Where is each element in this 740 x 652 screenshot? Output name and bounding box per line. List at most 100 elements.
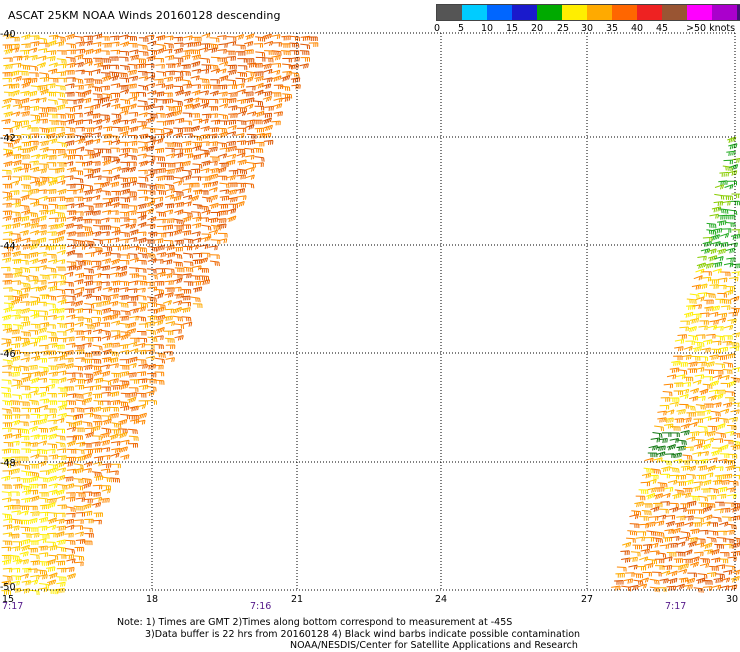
wind-barb [663, 392, 672, 397]
wind-barb [30, 231, 39, 236]
wind-barb [21, 442, 30, 446]
wind-barb [11, 344, 20, 349]
wind-barb [209, 142, 218, 146]
wind-barb [11, 223, 20, 229]
wind-barb [38, 588, 47, 592]
wind-barb [680, 504, 689, 508]
wind-barb [724, 160, 733, 164]
wind-barb [92, 520, 101, 524]
wind-barb [136, 343, 145, 348]
wind-barb [47, 394, 56, 398]
wind-barb [138, 45, 147, 50]
wind-barb [263, 118, 272, 124]
wind-barb [4, 112, 13, 118]
wind-barb [66, 540, 75, 545]
wind-barb [56, 429, 65, 433]
wind-barb [92, 133, 101, 137]
wind-barb [668, 480, 677, 485]
wind-barb [37, 252, 46, 256]
wind-barb [648, 479, 657, 484]
wind-barb [29, 267, 38, 271]
wind-barb [118, 272, 127, 278]
wind-barb [722, 229, 731, 233]
wind-barb [109, 136, 118, 141]
wind-barb [65, 204, 74, 208]
wind-barb [58, 413, 67, 418]
wind-barb [678, 335, 687, 339]
pass-time-middle: 7:16 [250, 601, 271, 612]
wind-barb [119, 282, 128, 286]
wind-barb [630, 524, 639, 529]
wind-barb [11, 299, 20, 305]
wind-barb [236, 183, 245, 187]
wind-barb [182, 128, 191, 132]
wind-barb [669, 503, 678, 507]
wind-barb [145, 240, 154, 244]
wind-barb [49, 379, 58, 383]
wind-barb [93, 497, 102, 501]
wind-barb [65, 328, 74, 333]
wind-barb [92, 359, 101, 363]
wind-barb [56, 114, 65, 119]
wind-barb [85, 428, 94, 432]
wind-barb [694, 444, 703, 449]
wind-barb [56, 513, 65, 517]
wind-barb [146, 356, 155, 361]
wind-barb [119, 85, 128, 89]
wind-barb [128, 84, 137, 89]
wind-barb [11, 408, 20, 413]
wind-barb [712, 585, 721, 590]
wind-barb [85, 128, 94, 132]
wind-barb [645, 458, 654, 463]
wind-barb [192, 146, 201, 151]
wind-barb [20, 465, 29, 470]
wind-barb [139, 401, 148, 405]
wind-barb [138, 215, 147, 220]
wind-barb [58, 378, 67, 383]
wind-barb [217, 143, 226, 148]
wind-barb [137, 183, 146, 188]
wind-barb [74, 556, 83, 561]
wind-barb [48, 260, 57, 265]
wind-barb [66, 315, 75, 320]
wind-barb [37, 281, 46, 285]
wind-barb [28, 55, 37, 60]
wind-barb [20, 506, 29, 510]
wind-barb [65, 71, 74, 75]
wind-barb [695, 375, 704, 379]
wind-barb [246, 175, 255, 180]
wind-barb [128, 44, 137, 48]
wind-barb [127, 219, 136, 223]
wind-barb [685, 341, 694, 345]
wind-barb [101, 371, 110, 377]
wind-barb [696, 475, 705, 479]
wind-barb [47, 254, 56, 259]
wind-barb [91, 442, 100, 447]
wind-barb [56, 132, 65, 138]
wind-barb [2, 514, 11, 519]
wind-barb [120, 406, 129, 411]
wind-barb [181, 296, 190, 300]
wind-barb [22, 191, 31, 195]
lon-label-18: 18 [146, 594, 158, 605]
wind-barb [100, 51, 109, 55]
wind-barb [692, 523, 701, 527]
wind-barb [12, 251, 21, 257]
wind-barb [184, 239, 193, 244]
wind-barb [111, 84, 120, 88]
wind-barb [3, 184, 12, 188]
wind-barb [10, 449, 19, 453]
wind-barb [30, 378, 39, 384]
wind-barb [40, 134, 49, 138]
wind-barb [92, 414, 102, 419]
wind-barb [732, 158, 740, 163]
wind-barb [146, 141, 155, 145]
wind-barb [173, 301, 182, 306]
wind-barb [49, 121, 58, 126]
wind-barb [3, 541, 12, 545]
wind-barb [21, 223, 30, 228]
wind-barb [83, 422, 92, 427]
wind-barb [210, 91, 219, 96]
wind-barb [658, 483, 667, 488]
wind-barb [138, 170, 147, 174]
